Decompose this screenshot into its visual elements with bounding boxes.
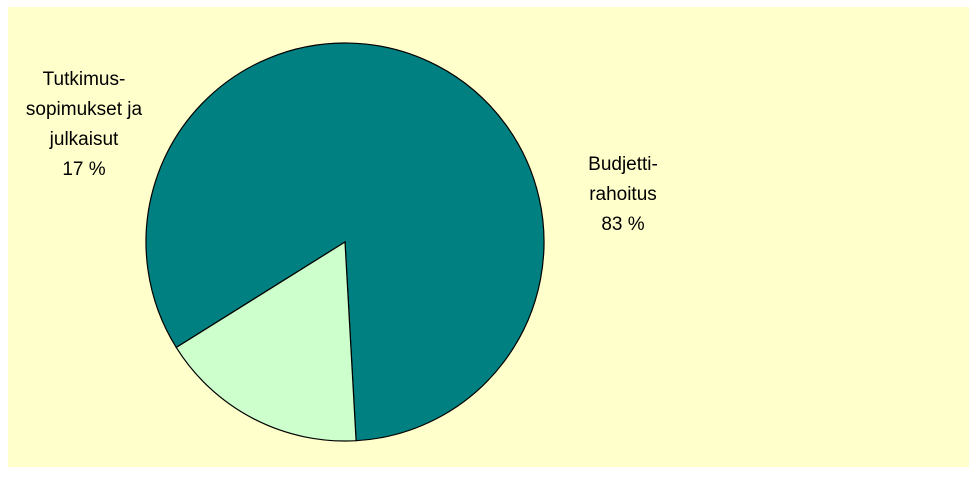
pie-slice-label-line: Tutkimus- <box>43 69 126 90</box>
pie-slice-label-line: sopimukset ja <box>26 99 143 120</box>
pie-slice-label-line: Budjetti- <box>588 154 658 175</box>
pie-labels: Budjetti-rahoitus 83 % Tutkimus-sopimukset… <box>26 69 658 235</box>
pie-slice-label-line: julkaisut <box>49 129 119 150</box>
pie-slice-label-1: Tutkimus-sopimukset ja julkaisut 17 % <box>26 69 143 180</box>
pie-slice-1 <box>175 240 357 442</box>
pie-slice-label-line: rahoitus <box>589 184 657 205</box>
pie-slice-label-line: 17 % <box>62 159 105 180</box>
pie-slice-label-line: 83 % <box>601 214 644 235</box>
pie-slices <box>145 42 545 442</box>
pie-slice-label-0: Budjetti-rahoitus 83 % <box>588 154 658 235</box>
